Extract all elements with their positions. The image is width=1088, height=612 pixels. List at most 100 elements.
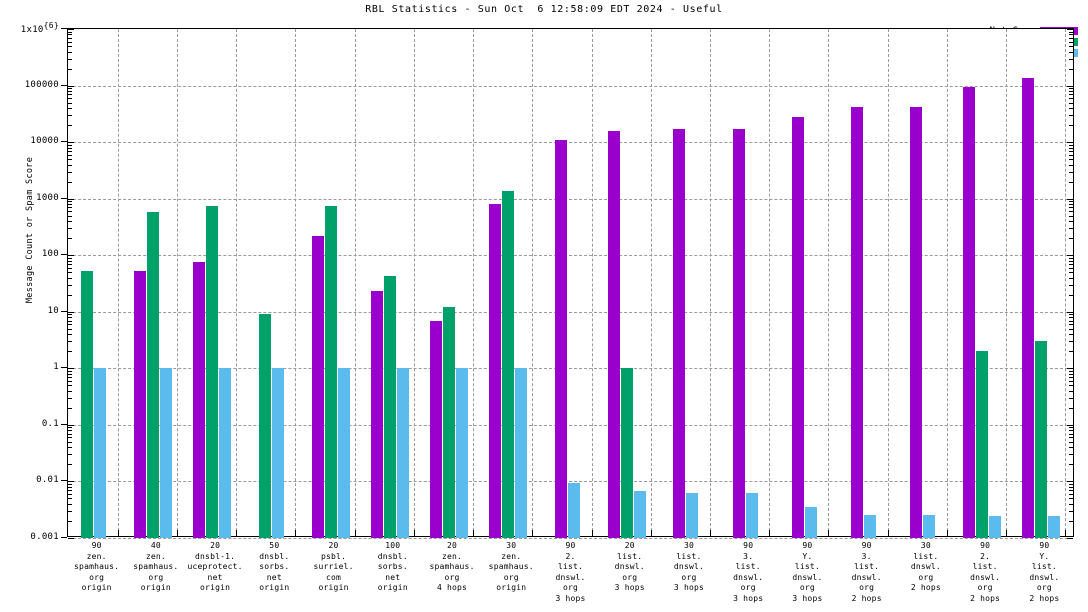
vertical-gridline — [354, 29, 356, 536]
y-axis-minor-tick — [1069, 370, 1073, 372]
y-axis-minor-tick — [68, 351, 72, 353]
y-axis-minor-tick — [68, 503, 72, 505]
bar-not-spam — [910, 106, 923, 538]
y-axis-major-tick-right — [1067, 142, 1073, 144]
y-axis-minor-tick — [68, 201, 72, 203]
y-axis-major-tick-left — [68, 368, 74, 370]
y-axis-minor-tick — [1069, 102, 1073, 104]
y-axis-minor-tick — [68, 215, 72, 217]
bar-score — [456, 368, 469, 538]
horizontal-gridline — [68, 538, 1073, 539]
bar-spam — [976, 351, 989, 538]
y-axis-minor-tick — [1069, 228, 1073, 230]
y-axis-minor-tick — [68, 385, 72, 387]
vertical-gridline — [176, 29, 178, 536]
y-axis-minor-tick — [68, 207, 72, 209]
x-axis-category-label: 90 3. list. dnswl. org 3 hops — [733, 541, 764, 603]
y-axis-minor-tick — [68, 277, 72, 279]
y-axis-minor-tick — [1069, 430, 1073, 432]
bar-not-spam — [489, 204, 502, 538]
y-axis-minor-tick — [68, 181, 72, 183]
y-axis-minor-tick — [1069, 91, 1073, 93]
y-axis-minor-tick — [68, 294, 72, 296]
bar-score — [94, 368, 107, 538]
x-axis-tick — [1006, 530, 1008, 536]
y-axis-minor-tick — [1069, 447, 1073, 449]
y-axis-minor-tick — [68, 115, 72, 117]
y-axis-minor-tick — [1069, 201, 1073, 203]
y-axis-major-tick — [61, 310, 67, 312]
y-axis-minor-tick — [68, 164, 72, 166]
bar-spam — [146, 212, 159, 538]
y-axis-tick-label: 10000 — [30, 136, 59, 147]
y-axis-major-tick-left — [68, 198, 74, 200]
y-axis-minor-tick — [68, 102, 72, 104]
y-axis-major-tick — [61, 28, 67, 29]
bar-not-spam — [673, 129, 686, 538]
y-axis-minor-tick — [1069, 37, 1073, 39]
bar-not-spam — [311, 235, 324, 538]
x-axis-category-label: 90 2. list. dnswl. org 3 hops — [555, 541, 586, 603]
y-axis-major-tick-left — [68, 29, 74, 30]
y-axis-minor-tick — [1069, 221, 1073, 223]
y-axis-tick-label: 1000 — [36, 192, 59, 203]
y-axis-minor-tick — [1069, 267, 1073, 269]
y-axis-minor-tick — [68, 154, 72, 156]
x-axis-tick — [413, 530, 415, 536]
bar-score — [745, 492, 758, 538]
y-axis-minor-tick — [68, 373, 72, 375]
y-axis-minor-tick — [1069, 164, 1073, 166]
y-axis-minor-tick — [1069, 320, 1073, 322]
y-axis-minor-tick — [1069, 108, 1073, 110]
y-axis-minor-tick — [1069, 94, 1073, 96]
y-axis-minor-tick — [1069, 427, 1073, 429]
gridlines — [68, 29, 1073, 539]
y-axis-major-tick — [61, 254, 67, 256]
bar-not-spam — [555, 139, 567, 538]
vertical-gridline — [887, 29, 889, 536]
x-axis-tick — [946, 530, 948, 536]
y-axis-minor-tick — [1069, 503, 1073, 505]
y-axis-minor-tick — [1069, 385, 1073, 387]
horizontal-gridline — [68, 424, 1073, 426]
y-axis-minor-tick — [68, 125, 72, 127]
y-axis-minor-tick — [68, 454, 72, 456]
y-axis-minor-tick — [68, 228, 72, 230]
x-axis-labels: 90 zen. spamhaus. org origin 40 zen. spam… — [67, 541, 1074, 612]
y-axis-major-tick — [61, 197, 67, 199]
y-axis-minor-tick — [1069, 464, 1073, 466]
y-axis-minor-tick — [1069, 171, 1073, 173]
bar-not-spam — [1022, 78, 1035, 538]
bar-not-spam — [430, 320, 443, 538]
y-axis-minor-tick — [1069, 147, 1073, 149]
y-axis-minor-tick — [68, 98, 72, 100]
y-axis-minor-tick — [68, 46, 72, 48]
y-axis-major-tick-right — [1067, 255, 1073, 257]
y-axis-minor-tick — [1069, 314, 1073, 316]
x-axis-tick — [117, 530, 119, 536]
bar-score — [1048, 516, 1061, 538]
horizontal-gridline — [68, 198, 1073, 200]
y-axis-tick-label: 100 — [41, 249, 59, 260]
y-axis-minor-tick — [1069, 380, 1073, 382]
x-axis-category-label: 90 Y. list. dnswl. org 2 hops — [1029, 541, 1060, 603]
bars — [68, 29, 1073, 538]
bar-score — [804, 506, 817, 538]
bar-score — [686, 492, 699, 538]
bar-spam — [81, 271, 94, 538]
x-axis-tick — [591, 530, 593, 536]
bar-not-spam — [732, 129, 745, 538]
x-axis-category-label: 30 list. dnswl. org 2 hops — [910, 541, 941, 592]
y-axis-tick-label: 100000 — [24, 79, 59, 90]
y-axis-minor-tick — [1069, 58, 1073, 60]
bar-score — [159, 368, 172, 538]
y-axis-minor-tick — [1069, 433, 1073, 435]
page-title: RBL Statistics - Sun Oct 6 12:58:09 EDT … — [365, 4, 723, 15]
y-axis-minor-tick — [68, 41, 72, 43]
vertical-gridline — [1006, 29, 1008, 536]
y-axis-minor-tick — [1069, 377, 1073, 379]
x-axis-category-label: 20 list. dnswl. org 3 hops — [614, 541, 645, 592]
vertical-gridline — [117, 29, 119, 536]
bar-not-spam — [851, 106, 864, 538]
bar-score — [568, 483, 580, 538]
